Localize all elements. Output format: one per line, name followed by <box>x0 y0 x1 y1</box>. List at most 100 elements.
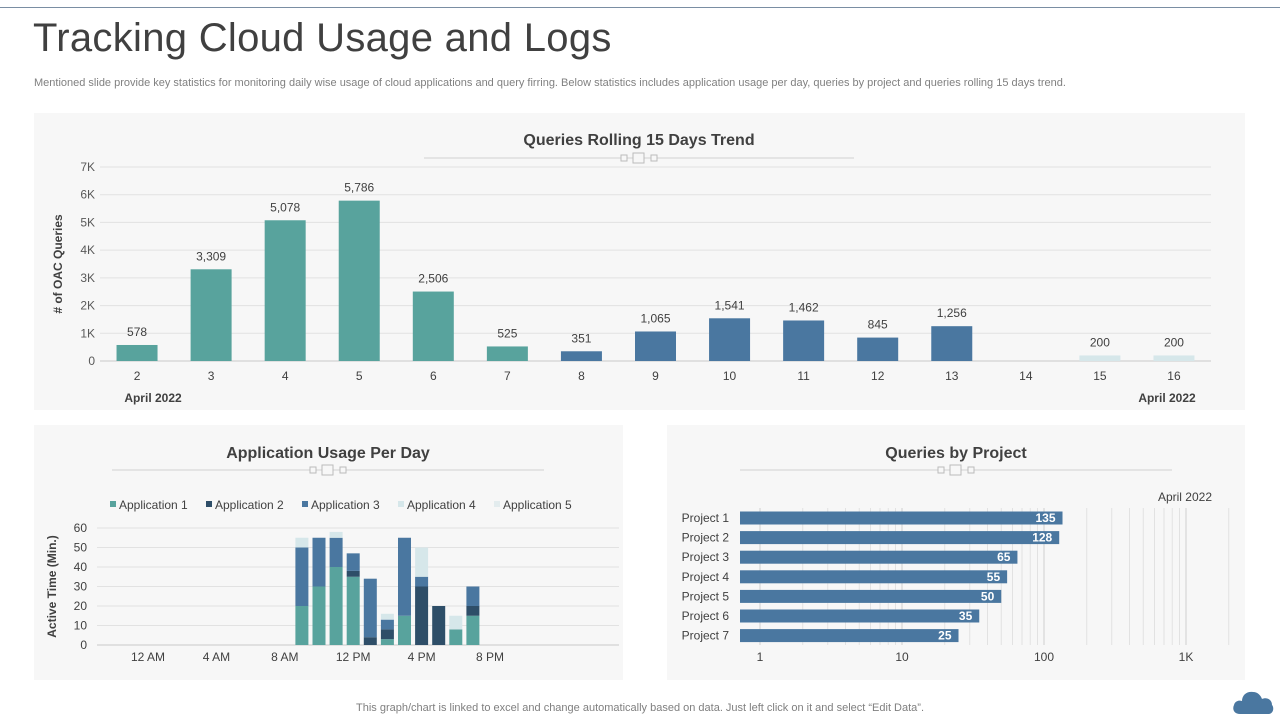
usage-bar-segment <box>398 537 411 616</box>
app-usage-chart-panel[interactable]: Application Usage Per Day Application 1 Ap… <box>34 425 623 680</box>
trend-bar <box>486 346 528 361</box>
data-label: 1,065 <box>640 311 670 325</box>
data-label: 200 <box>1164 335 1184 349</box>
y-tick-label: 10 <box>74 619 88 633</box>
usage-bar-segment <box>295 606 309 645</box>
usage-bar-segment <box>449 615 463 630</box>
data-label: 65 <box>997 550 1011 564</box>
usage-bar-segment <box>346 570 360 577</box>
trend-bar <box>635 331 676 361</box>
legend-swatch <box>494 501 500 507</box>
data-label: 55 <box>987 570 1001 584</box>
usage-bar-segment <box>380 639 394 645</box>
y-tick-label: 0 <box>80 638 87 652</box>
x-tick-label: 1K <box>1179 650 1194 664</box>
x-tick-label: 4 <box>282 369 289 383</box>
usage-bar-segment <box>329 531 343 538</box>
trend-bar <box>190 269 232 361</box>
page-title: Tracking Cloud Usage and Logs <box>33 16 612 60</box>
legend-swatch <box>302 501 308 507</box>
legend-swatch <box>110 501 116 507</box>
x-tick-label: 1 <box>757 650 764 664</box>
x-tick-label: 2 <box>134 369 141 383</box>
trend-bar <box>931 326 973 361</box>
project-bar <box>740 589 1002 603</box>
x-tick-label: 5 <box>356 369 363 383</box>
x-tick-label: 6 <box>430 369 437 383</box>
usage-bar-segment <box>398 615 411 645</box>
data-label: 5,786 <box>344 181 374 195</box>
project-bar <box>740 511 1063 525</box>
usage-bar-segment <box>329 537 343 567</box>
title-ornament-right <box>967 466 975 474</box>
trend-chart-panel[interactable]: Queries Rolling 15 Days Trend 0 1K 2K 3K 4K 5K… <box>34 113 1245 410</box>
usage-bar-segment <box>312 586 326 645</box>
project-bar <box>740 550 1018 564</box>
y-tick-label: 0 <box>88 354 95 368</box>
y-axis-label: Active Time (Min.) <box>45 535 59 637</box>
cloud-icon <box>1233 691 1274 714</box>
usage-bar-segment <box>466 606 480 616</box>
y-tick-label: 60 <box>74 521 88 535</box>
usage-bar-segment <box>363 637 377 645</box>
usage-bar-segment <box>346 576 360 645</box>
category-label: Project 7 <box>682 629 730 643</box>
usage-bar-segment <box>346 553 360 571</box>
data-label: 135 <box>1035 511 1055 525</box>
x-tick-label: 4 PM <box>408 650 436 664</box>
usage-bar-segment <box>380 613 394 620</box>
usage-bar-segment <box>312 537 326 587</box>
title-ornament-right <box>339 466 347 474</box>
legend-label: Application 5 <box>503 498 572 512</box>
category-label: Project 4 <box>682 570 730 584</box>
y-tick-label: 5K <box>80 215 95 229</box>
usage-bar-segment <box>295 547 309 606</box>
title-ornament-center <box>321 464 334 476</box>
data-label: 1,541 <box>715 298 745 312</box>
data-label: 35 <box>959 609 973 623</box>
data-label: 5,078 <box>270 200 300 214</box>
y-tick-label: 2K <box>80 299 95 313</box>
trend-bar <box>709 318 751 361</box>
y-tick-label: 20 <box>74 599 88 613</box>
data-label: 128 <box>1032 531 1052 545</box>
legend-label: Application 1 <box>119 498 188 512</box>
usage-bar-segment <box>329 567 343 645</box>
top-divider <box>0 7 1280 8</box>
page-subtitle: Mentioned slide provide key statistics f… <box>34 77 1066 89</box>
x-tick-label: 10 <box>723 369 737 383</box>
x-tick-label: 8 PM <box>476 650 504 664</box>
usage-bar-segment <box>295 537 309 548</box>
y-tick-label: 4K <box>80 243 95 257</box>
category-label: Project 1 <box>682 511 730 525</box>
usage-bar-segment <box>415 586 429 645</box>
trend-bar <box>338 200 380 361</box>
chart-title: Queries Rolling 15 Days Trend <box>523 132 754 149</box>
x-tick-label: 8 AM <box>271 650 298 664</box>
y-tick-label: 3K <box>80 271 95 285</box>
usage-bar-segment <box>363 578 377 638</box>
data-label: 50 <box>981 589 995 603</box>
project-chart-panel[interactable]: Queries by Project April 2022 1 10 100 1K Proj… <box>667 425 1245 680</box>
data-label: 845 <box>868 318 888 332</box>
x-tick-label: 12 AM <box>131 650 165 664</box>
app-usage-chart: Application Usage Per Day Application 1 Ap… <box>45 445 619 664</box>
title-ornament-center <box>949 464 962 476</box>
data-label: 3,309 <box>196 249 226 263</box>
usage-bar-segment <box>449 629 463 645</box>
legend-label: Application 3 <box>311 498 380 512</box>
x-tick-label: 14 <box>1019 369 1033 383</box>
x-tick-label: 13 <box>945 369 959 383</box>
x-tick-label: 100 <box>1034 650 1054 664</box>
chart-title: Application Usage Per Day <box>226 445 430 462</box>
data-label: 578 <box>127 325 147 339</box>
title-ornament-left <box>620 154 628 162</box>
usage-bar-segment <box>415 547 429 577</box>
legend-swatch <box>206 501 212 507</box>
legend-label: Application 4 <box>407 498 476 512</box>
x-tick-label: 7 <box>504 369 511 383</box>
date-label-right: April 2022 <box>1138 391 1196 405</box>
category-label: Project 2 <box>682 531 730 545</box>
usage-bar-segment <box>432 606 446 645</box>
category-label: Project 5 <box>682 589 730 603</box>
